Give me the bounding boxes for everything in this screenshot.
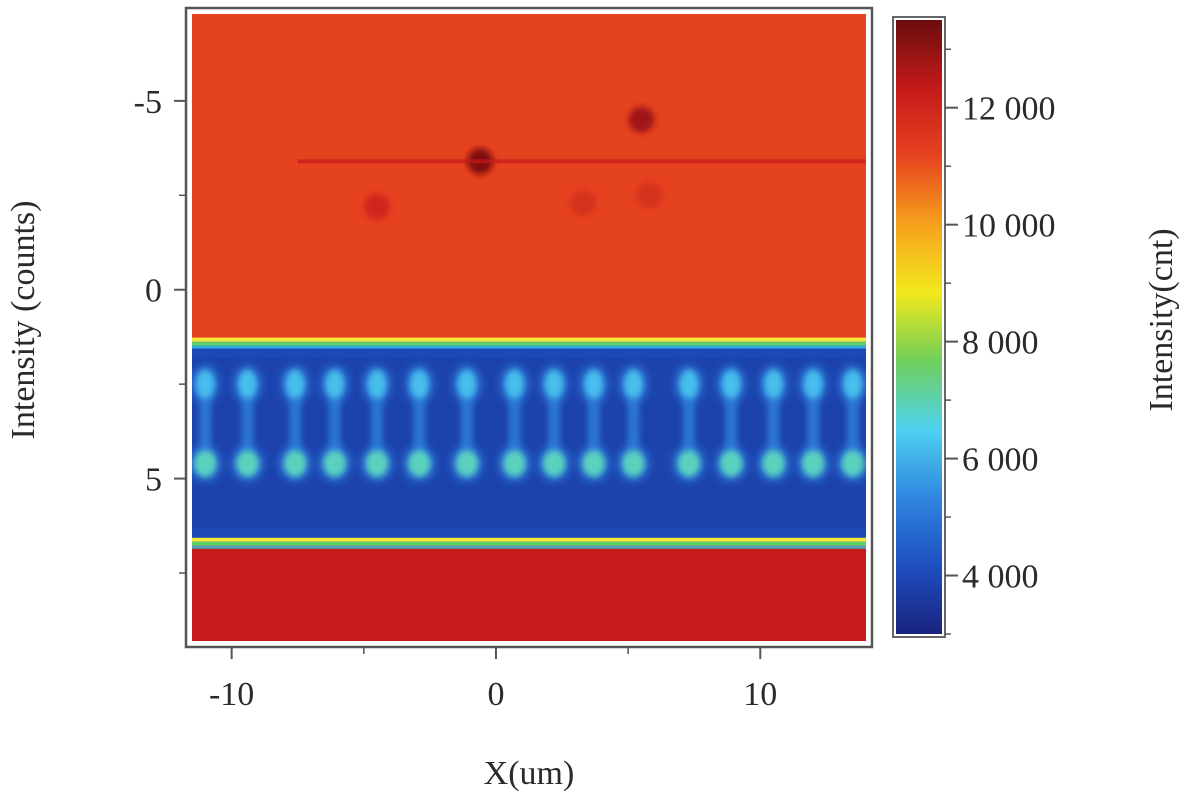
spot-column	[328, 384, 341, 464]
x-axis-title: X(um)	[484, 755, 575, 792]
spot-upper	[804, 370, 823, 399]
spot-upper	[457, 370, 476, 399]
spot-column	[371, 384, 384, 464]
band-edge-green	[192, 541, 866, 546]
spot-upper	[410, 370, 429, 399]
hot-spot	[570, 189, 597, 216]
band-edge-yellow	[192, 537, 866, 542]
hot-spot	[628, 106, 655, 133]
spot-column	[241, 384, 254, 464]
band-edge-cyan	[192, 545, 866, 549]
colorbar-tick-label: 12 000	[962, 91, 1056, 128]
spot-column	[413, 384, 426, 464]
spot-upper	[325, 370, 344, 399]
spot-column	[460, 384, 473, 464]
colorbar-title: Intensity(cnt)	[1143, 228, 1180, 411]
spot-upper	[196, 370, 215, 399]
colorbar-tick-label: 10 000	[962, 208, 1056, 245]
spot-upper	[238, 370, 257, 399]
spot-lower	[284, 450, 307, 477]
spot-lower	[677, 450, 700, 477]
x-tick-label: 0	[487, 676, 504, 713]
x-tick-label: 10	[743, 676, 777, 713]
region-upper-band	[192, 14, 866, 343]
spot-lower	[408, 450, 431, 477]
spot-column	[587, 384, 600, 464]
band-edge-green	[192, 341, 866, 346]
spot-column	[725, 384, 738, 464]
spot-lower	[323, 450, 346, 477]
spot-column	[199, 384, 212, 464]
spot-upper	[584, 370, 603, 399]
band-edge-yellow	[192, 337, 866, 342]
bright-spots	[192, 106, 866, 481]
region-lower-band	[192, 542, 866, 641]
y-tick-label: 0	[145, 273, 162, 310]
colorbar-tick-label: 8 000	[962, 325, 1039, 362]
colorbar-tick-label: 4 000	[962, 559, 1039, 596]
intensity-regions	[192, 14, 866, 641]
spot-upper	[505, 370, 524, 399]
spot-upper	[545, 370, 564, 399]
spot-lower	[762, 450, 785, 477]
spot-upper	[722, 370, 741, 399]
spot-lower	[236, 450, 259, 477]
spot-column	[807, 384, 820, 464]
spot-upper	[764, 370, 783, 399]
plot-area	[192, 14, 866, 641]
spot-lower	[622, 450, 645, 477]
spot-column	[767, 384, 780, 464]
spot-lower	[802, 450, 825, 477]
spot-lower	[543, 450, 566, 477]
spot-column	[682, 384, 695, 464]
spot-column	[289, 384, 302, 464]
y-tick-label: 5	[145, 462, 162, 499]
spot-column	[627, 384, 640, 464]
spot-upper	[368, 370, 387, 399]
colorbar: 12 000 10 000 8 000 6 000 4 000	[892, 16, 1056, 638]
hot-spot	[364, 193, 391, 220]
x-tick-label: -10	[209, 676, 254, 713]
spot-upper	[679, 370, 698, 399]
x-axis: -10 0 10	[209, 647, 777, 713]
spot-column	[548, 384, 561, 464]
y-axis-title: Intensity (counts)	[5, 201, 42, 440]
spot-lower	[841, 450, 864, 477]
spot-upper	[286, 370, 305, 399]
colorbar-gradient	[896, 20, 942, 634]
spot-lower	[720, 450, 743, 477]
y-axis: -5 0 5	[134, 84, 186, 574]
y-tick-label: -5	[134, 84, 162, 121]
spot-column	[846, 384, 859, 464]
spot-upper	[843, 370, 862, 399]
spot-lower	[455, 450, 478, 477]
plot-frame	[184, 6, 874, 649]
spot-upper	[624, 370, 643, 399]
hot-spot	[636, 182, 663, 209]
colorbar-tick-label: 6 000	[962, 442, 1039, 479]
spot-lower	[194, 450, 217, 477]
band-edges	[192, 337, 866, 549]
spot-lower	[366, 450, 389, 477]
band-edge-cyan	[192, 345, 866, 349]
spot-lower	[582, 450, 605, 477]
spot-column	[508, 384, 521, 464]
dark-streak	[297, 159, 866, 164]
spot-lower	[503, 450, 526, 477]
